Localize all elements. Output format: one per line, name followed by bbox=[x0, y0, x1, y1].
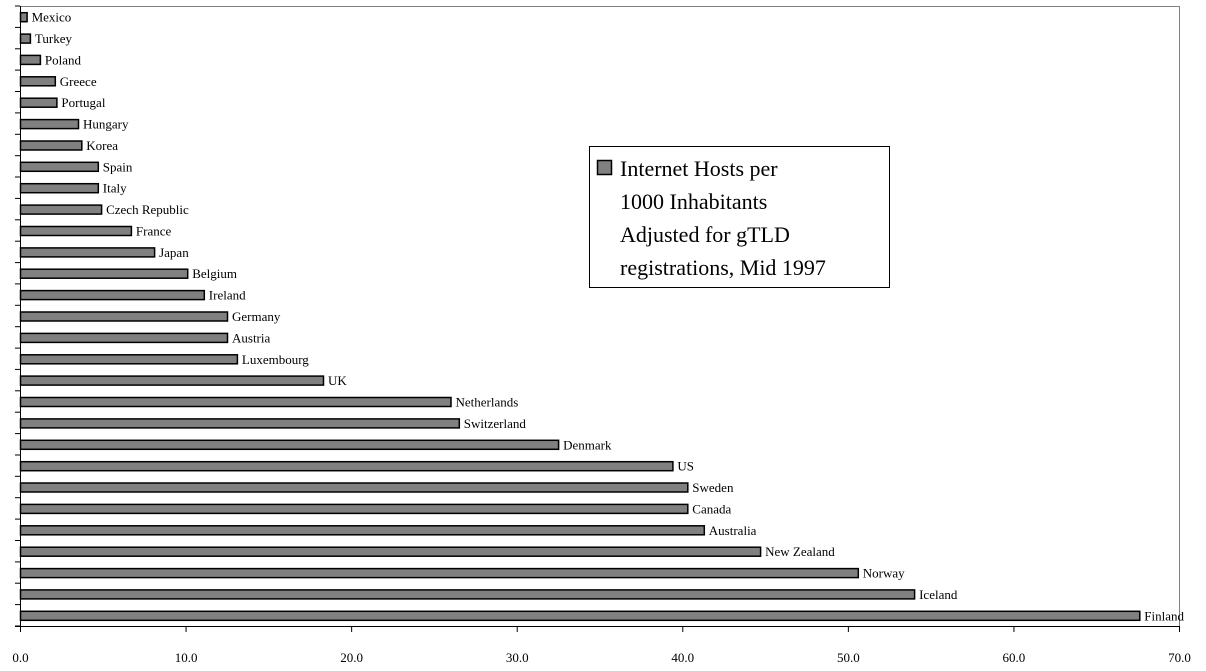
bar-category-label: Korea bbox=[86, 138, 118, 153]
bar bbox=[19, 140, 83, 151]
bar-category-label: Switzerland bbox=[464, 416, 527, 431]
bar bbox=[19, 289, 206, 301]
bar-category-label: Mexico bbox=[32, 10, 72, 25]
bar-category-label: Luxembourg bbox=[242, 352, 309, 367]
bar bbox=[19, 97, 58, 108]
legend: Internet Hosts per 1000 Inhabitants Adju… bbox=[589, 146, 890, 288]
bar bbox=[19, 161, 100, 173]
bar bbox=[19, 525, 706, 536]
x-tick-label: 60.0 bbox=[1003, 650, 1026, 665]
bar-category-label: Belgium bbox=[192, 266, 237, 281]
bar-category-label: Finland bbox=[1144, 608, 1184, 623]
bar-category-label: UK bbox=[328, 373, 347, 388]
bar bbox=[19, 11, 28, 23]
x-axis: 0.0 10.0 20.0 30.0 40.0 50.0 60.0 70.0 bbox=[12, 5, 1191, 665]
bar bbox=[19, 482, 689, 493]
bar-category-label: Sweden bbox=[692, 480, 734, 495]
bar bbox=[19, 225, 133, 237]
x-tick-label: 20.0 bbox=[340, 650, 363, 665]
bar bbox=[19, 589, 916, 600]
bar-category-label: Austria bbox=[232, 330, 271, 345]
bar-category-label: Australia bbox=[709, 523, 757, 538]
bar bbox=[19, 546, 762, 557]
bar-category-label: Turkey bbox=[35, 31, 73, 46]
bar bbox=[19, 54, 42, 66]
bar-category-label: Ireland bbox=[209, 288, 246, 303]
bar-category-label: Denmark bbox=[563, 437, 612, 452]
x-tick-label: 50.0 bbox=[837, 650, 860, 665]
legend-line-2: 1000 Inhabitants bbox=[620, 189, 767, 214]
bar bbox=[19, 460, 674, 472]
bar bbox=[19, 354, 239, 365]
bar-category-label: Japan bbox=[159, 245, 189, 260]
bar-category-label: New Zealand bbox=[765, 544, 835, 559]
bar-category-label: Italy bbox=[103, 181, 127, 196]
legend-line-4: registrations, Mid 1997 bbox=[620, 255, 826, 280]
bar-category-label: Canada bbox=[692, 501, 731, 516]
bar bbox=[19, 118, 80, 130]
x-tick-label: 30.0 bbox=[506, 650, 529, 665]
bar bbox=[19, 567, 860, 579]
x-tick-label: 40.0 bbox=[671, 650, 694, 665]
legend-line-1: Internet Hosts per bbox=[620, 156, 778, 181]
bar bbox=[19, 375, 325, 386]
legend-line-3: Adjusted for gTLD bbox=[620, 222, 790, 247]
legend-swatch bbox=[596, 159, 613, 176]
bar bbox=[19, 204, 103, 215]
bar bbox=[19, 247, 156, 258]
bar-category-label: Spain bbox=[103, 159, 133, 174]
bar-category-label: Czech Republic bbox=[106, 202, 189, 217]
bar bbox=[19, 33, 32, 44]
bar bbox=[19, 332, 229, 344]
bar-category-label: Portugal bbox=[61, 95, 105, 110]
bar-category-label: Iceland bbox=[919, 587, 958, 602]
bar-category-label: France bbox=[136, 224, 172, 239]
bar-category-label: Netherlands bbox=[456, 395, 519, 410]
x-tick-label: 0.0 bbox=[12, 650, 28, 665]
bar bbox=[19, 610, 1141, 622]
bar bbox=[19, 396, 452, 408]
bar bbox=[19, 182, 100, 194]
bar-category-label: Greece bbox=[60, 74, 97, 89]
bar bbox=[19, 268, 189, 279]
bar-category-label: Germany bbox=[232, 309, 281, 324]
x-tick-label: 70.0 bbox=[1168, 650, 1191, 665]
bar bbox=[19, 76, 57, 87]
bar-category-label: US bbox=[677, 459, 694, 474]
bar-category-label: Poland bbox=[45, 52, 82, 67]
legend-box bbox=[589, 146, 890, 288]
bar-category-label: Norway bbox=[863, 566, 905, 581]
bar-category-label: Hungary bbox=[83, 117, 129, 132]
bar bbox=[19, 503, 689, 515]
bar bbox=[19, 418, 461, 429]
x-tick-label: 10.0 bbox=[175, 650, 198, 665]
bar bbox=[19, 439, 560, 451]
bar bbox=[19, 311, 229, 322]
